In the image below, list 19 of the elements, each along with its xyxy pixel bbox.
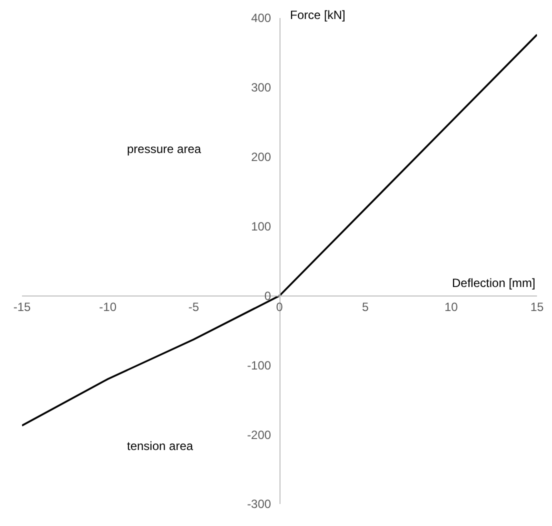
y-axis-title: Force [kN] [290, 8, 346, 22]
y-tick-label: 400 [251, 11, 272, 26]
y-tick-label: -100 [247, 358, 272, 372]
x-axis-title: Deflection [mm] [452, 276, 536, 290]
y-tick-label: -300 [247, 497, 272, 512]
annotation: pressure area [127, 142, 202, 156]
y-tick-label: 0 [264, 288, 272, 303]
x-tick-label: 0 [276, 300, 284, 314]
x-tick-label: 5 [362, 300, 369, 314]
y-tick-label: 300 [251, 80, 272, 95]
y-tick-label: 100 [251, 219, 272, 234]
y-tick-label: -200 [247, 428, 272, 442]
x-tick-label: -15 [13, 300, 31, 314]
annotation: tension area [127, 439, 194, 453]
x-tick-label: 15 [530, 300, 544, 314]
x-tick-label: -5 [188, 300, 200, 314]
x-tick-label: 10 [444, 300, 458, 314]
x-tick-label: -10 [99, 300, 117, 314]
y-tick-label: 200 [251, 150, 272, 164]
